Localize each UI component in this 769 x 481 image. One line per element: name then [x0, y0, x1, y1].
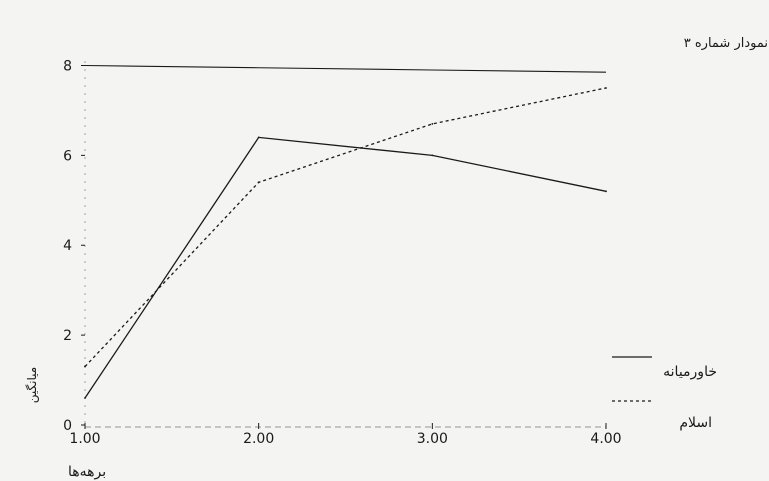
legend: خاورمیانه اسلام [612, 356, 717, 431]
series-0-point [605, 190, 607, 193]
series-0-point [431, 154, 434, 157]
series-1-point [605, 87, 607, 89]
y-tick-label: 6 [63, 148, 72, 164]
reference-line [84, 64, 607, 73]
x-tick-label: 1.00 [69, 431, 100, 447]
y-tick-label: 0 [63, 418, 72, 434]
series-line-0 [84, 136, 607, 399]
legend-label-khavarmianeh: خاورمیانه [663, 364, 717, 380]
x-axis-label: برهه‌ها [68, 464, 106, 480]
y-tick-label: 8 [63, 58, 72, 74]
series-1-point [431, 123, 434, 125]
y-tick-label: 2 [63, 328, 72, 344]
series-0-point [257, 136, 260, 139]
series-1-point [84, 365, 86, 368]
x-tick-label: 3.00 [417, 431, 448, 447]
y-tick-label: 4 [63, 238, 72, 254]
chart-title: نمودار شماره ۳ [684, 36, 768, 51]
x-tick-label: 2.00 [243, 431, 274, 447]
series-line-1 [84, 87, 607, 368]
x-tick-label: 4.00 [590, 431, 621, 447]
legend-label-eslam: اسلام [679, 415, 712, 431]
series-0-point [84, 397, 86, 399]
y-axis-label: میانگین [25, 367, 40, 403]
series-1-point [257, 181, 260, 184]
